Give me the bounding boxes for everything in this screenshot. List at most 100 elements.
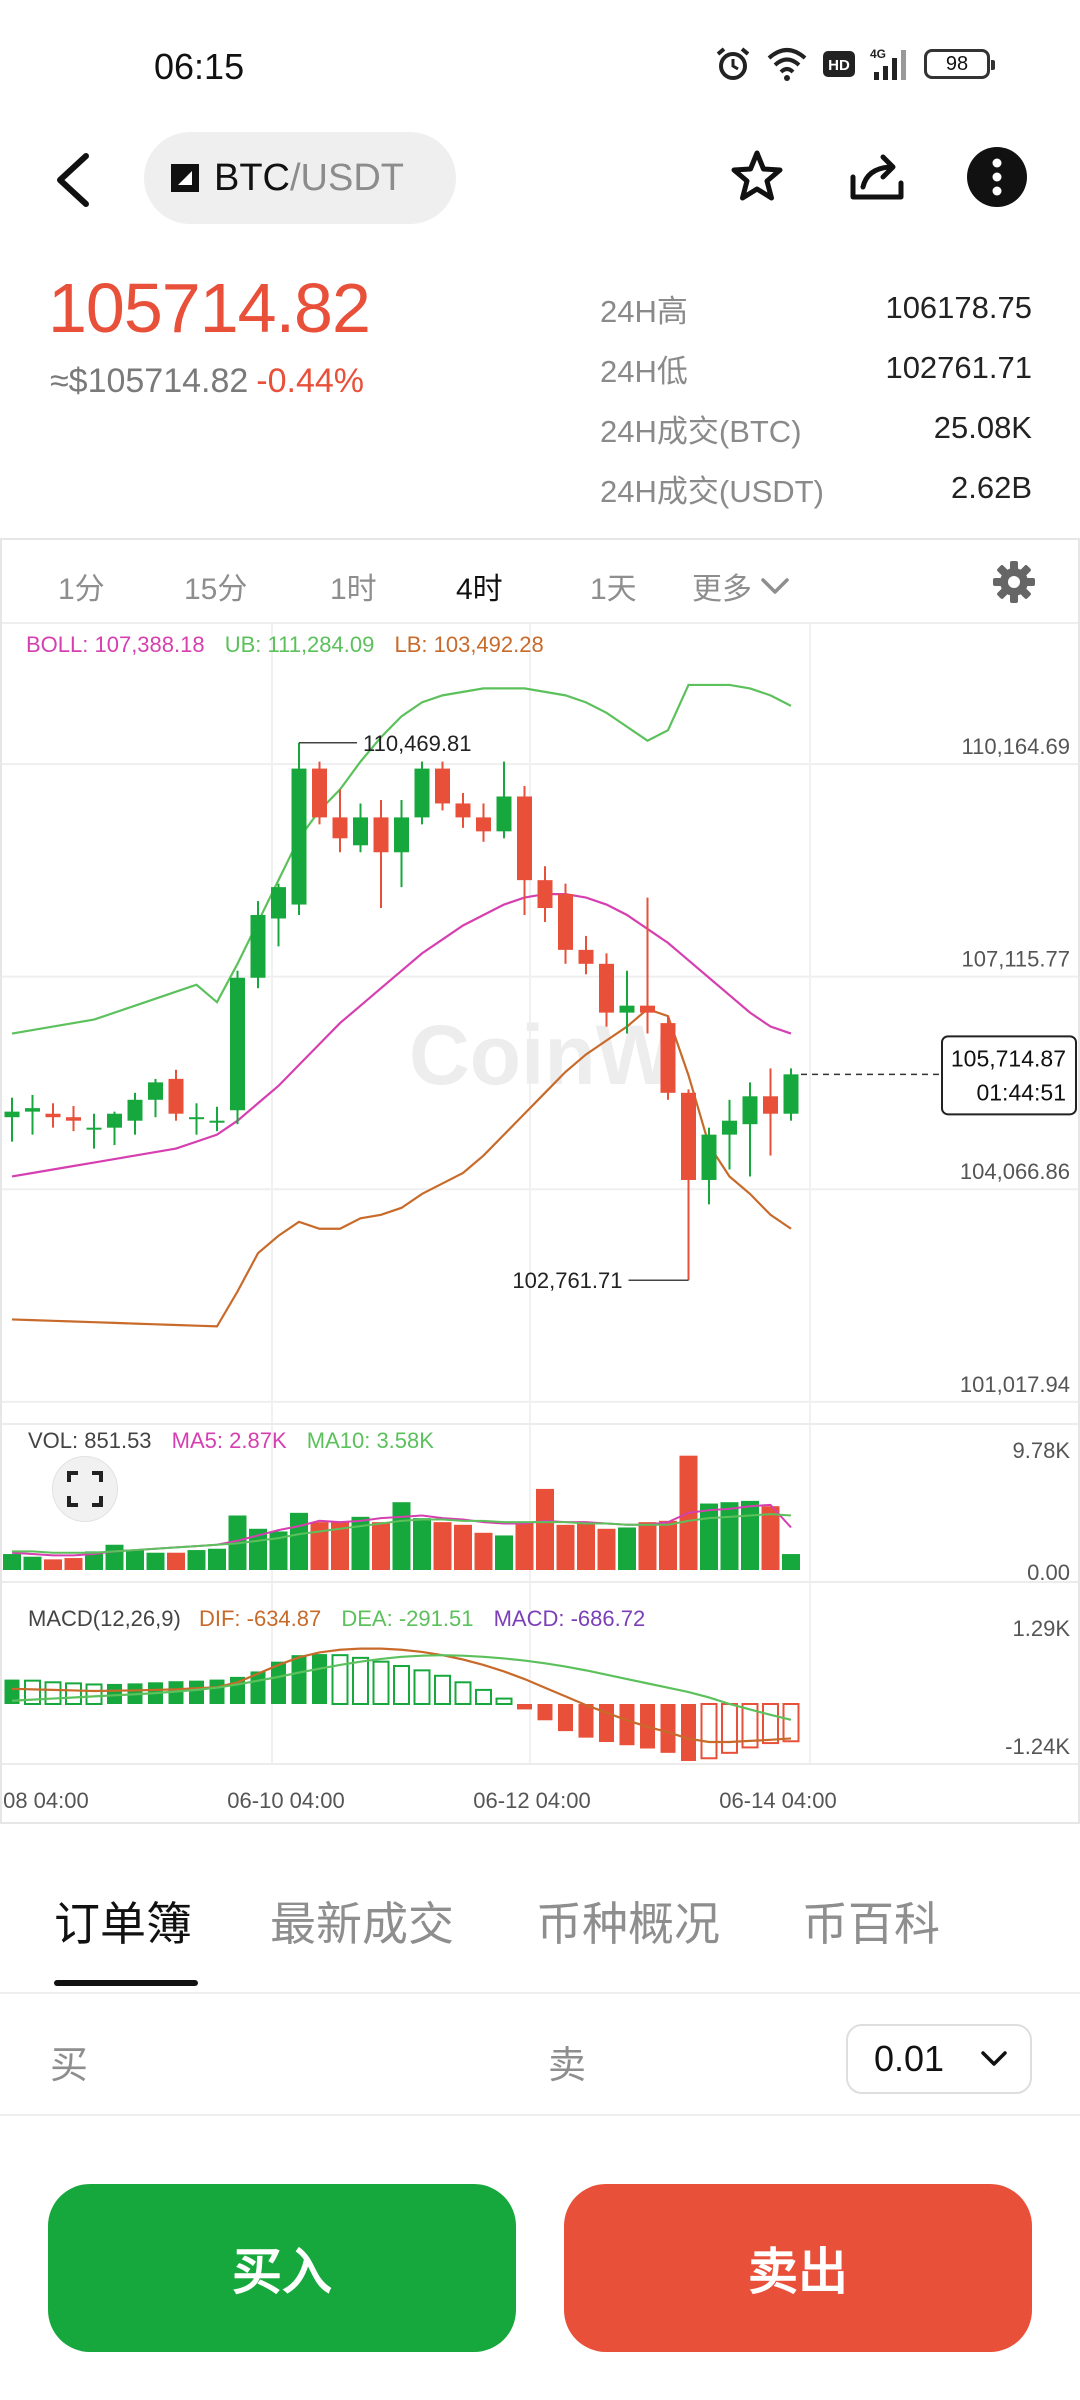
sell-button[interactable]: 卖出	[564, 2184, 1032, 2352]
tab-active-underline	[54, 1980, 198, 1986]
alarm-icon	[716, 47, 750, 80]
macd-dif-line	[11, 1647, 792, 1744]
macd-histogram-bar	[85, 1683, 103, 1705]
back-button[interactable]	[46, 148, 106, 212]
volume-bar	[44, 1559, 62, 1570]
timeframe-15m[interactable]: 15分	[184, 573, 248, 606]
volume-bar	[3, 1554, 21, 1570]
volume-bar	[454, 1524, 472, 1570]
macd-histogram-bar	[331, 1654, 349, 1706]
volume-bar	[167, 1552, 185, 1570]
x-label: 06-12 04:00	[473, 1788, 590, 1813]
timeframe-1h[interactable]: 1时	[330, 573, 377, 606]
candle-body	[496, 796, 512, 832]
candle-body	[517, 796, 532, 881]
tab-coin-wiki[interactable]: 币百科	[802, 1898, 940, 1950]
legend-macd: MACD: -686.72	[494, 1606, 646, 1631]
legend-dea: DEA: -291.51	[341, 1606, 473, 1631]
candle-body	[783, 1074, 799, 1114]
volume-bar	[23, 1556, 42, 1570]
tab-orderbook[interactable]: 订单簿	[54, 1898, 192, 1950]
macd-histogram-bar	[107, 1683, 122, 1704]
more-label: 更多	[692, 573, 752, 606]
more-menu-button[interactable]	[964, 144, 1030, 210]
timeframe-4h[interactable]: 4时	[456, 573, 503, 606]
macd-histogram-bar	[537, 1704, 553, 1721]
x-label: 06-14 04:00	[719, 1788, 836, 1813]
precision-select[interactable]: 0.01	[846, 2024, 1032, 2094]
macd-histogram-bar	[454, 1681, 472, 1705]
macd-histogram-bar	[44, 1681, 62, 1705]
timeframe-1m[interactable]: 1分	[58, 573, 105, 606]
share-button[interactable]	[844, 144, 910, 210]
x-label: 06-10 04:00	[227, 1788, 344, 1813]
chart-watermark: CoinW	[409, 1008, 676, 1102]
macd-histogram-bar	[660, 1704, 676, 1753]
pair-quote: /USDT	[290, 156, 404, 199]
volume-bar	[249, 1528, 267, 1570]
battery-icon: 98	[924, 49, 995, 79]
volume-ma10-line	[12, 1513, 792, 1554]
volume-bar	[208, 1548, 226, 1570]
legend-vol: VOL: 851.53	[28, 1428, 152, 1453]
x-label: 06-08 04:00	[2, 1788, 89, 1813]
status-bar: 06:15 HD 4G 98	[0, 0, 1080, 120]
timeframe-more[interactable]: 更多	[692, 564, 790, 608]
stat-row: 24H成交(BTC) 25.08K	[600, 398, 1032, 458]
volume-bar	[269, 1531, 288, 1570]
buy-button[interactable]: 买入	[48, 2184, 516, 2352]
boll-mid-line	[11, 892, 792, 1178]
volume-bar	[310, 1522, 329, 1570]
svg-text:VOL: 851.53 MA5: 2.87K: VOL: 851.53 MA5: 2.87K MA10: 3.58K	[28, 1428, 434, 1453]
chart-settings-button[interactable]	[992, 560, 1036, 604]
price-chart[interactable]: CoinW BOLL: 107,388.18 UB: 111,284.09 LB…	[2, 624, 1078, 1824]
vol-tick-zero: 0.00	[1027, 1560, 1070, 1585]
price-change: -0.44%	[256, 362, 365, 400]
detail-tabs: 订单簿 最新成交 币种概况 币百科	[0, 1864, 1080, 1994]
boll-lower-line	[11, 1007, 792, 1328]
legend-ub: UB: 111,284.09	[225, 632, 375, 657]
volume-bar	[495, 1535, 513, 1570]
status-icons: HD 4G 98	[714, 44, 995, 84]
macd-histogram-bar	[434, 1674, 451, 1706]
volume-bar	[64, 1558, 83, 1570]
favorite-button[interactable]	[724, 144, 790, 210]
pair-selector[interactable]: BTC/USDT	[144, 132, 456, 224]
candle-body	[25, 1108, 40, 1112]
macd-histogram-bar	[4, 1679, 20, 1704]
candle-body	[45, 1113, 61, 1118]
candle-body	[619, 1005, 635, 1013]
fullscreen-button[interactable]	[52, 1456, 118, 1522]
volume-bar	[638, 1522, 657, 1570]
candle-body	[681, 1092, 696, 1180]
orderbook-sell-label: 卖	[548, 2045, 587, 2087]
volume-bar	[372, 1522, 390, 1570]
timeframe-1d[interactable]: 1天	[590, 573, 637, 606]
svg-text:MACD(12,26,9) DIF: -634.: MACD(12,26,9) DIF: -634.87 DEA: -291.51 …	[28, 1606, 645, 1631]
y-tick: 104,066.86	[960, 1159, 1070, 1184]
stat-row: 24H成交(USDT) 2.62B	[600, 458, 1032, 518]
signal-4g-icon: 4G	[870, 47, 906, 80]
tab-latest-trades[interactable]: 最新成交	[270, 1898, 454, 1950]
macd-histogram-bar	[741, 1703, 759, 1749]
candle-body	[660, 1023, 676, 1093]
volume-bar	[556, 1524, 575, 1570]
candle-body	[455, 803, 471, 818]
current-price-value: 105,714.87	[951, 1045, 1066, 1071]
current-price-tag: 105,714.87 01:44:51	[941, 1035, 1077, 1116]
last-price: 105714.82	[48, 269, 371, 347]
volume-bar	[720, 1502, 739, 1570]
stat-label: 24H低	[600, 353, 688, 389]
candle-body	[312, 768, 327, 818]
high-price-label: 110,469.81	[363, 731, 471, 756]
candle-body	[148, 1082, 163, 1100]
candle-body	[394, 817, 409, 853]
star-icon	[731, 150, 783, 201]
macd-histogram-bar	[578, 1704, 594, 1738]
stat-value: 106178.75	[885, 290, 1032, 325]
tab-coin-overview[interactable]: 币种概况	[536, 1898, 720, 1950]
candle-body	[4, 1111, 20, 1118]
candle-body	[66, 1117, 81, 1121]
chart-card: 1分 15分 1时 4时 1天 更多	[0, 538, 1080, 1824]
candle-body	[414, 768, 430, 818]
